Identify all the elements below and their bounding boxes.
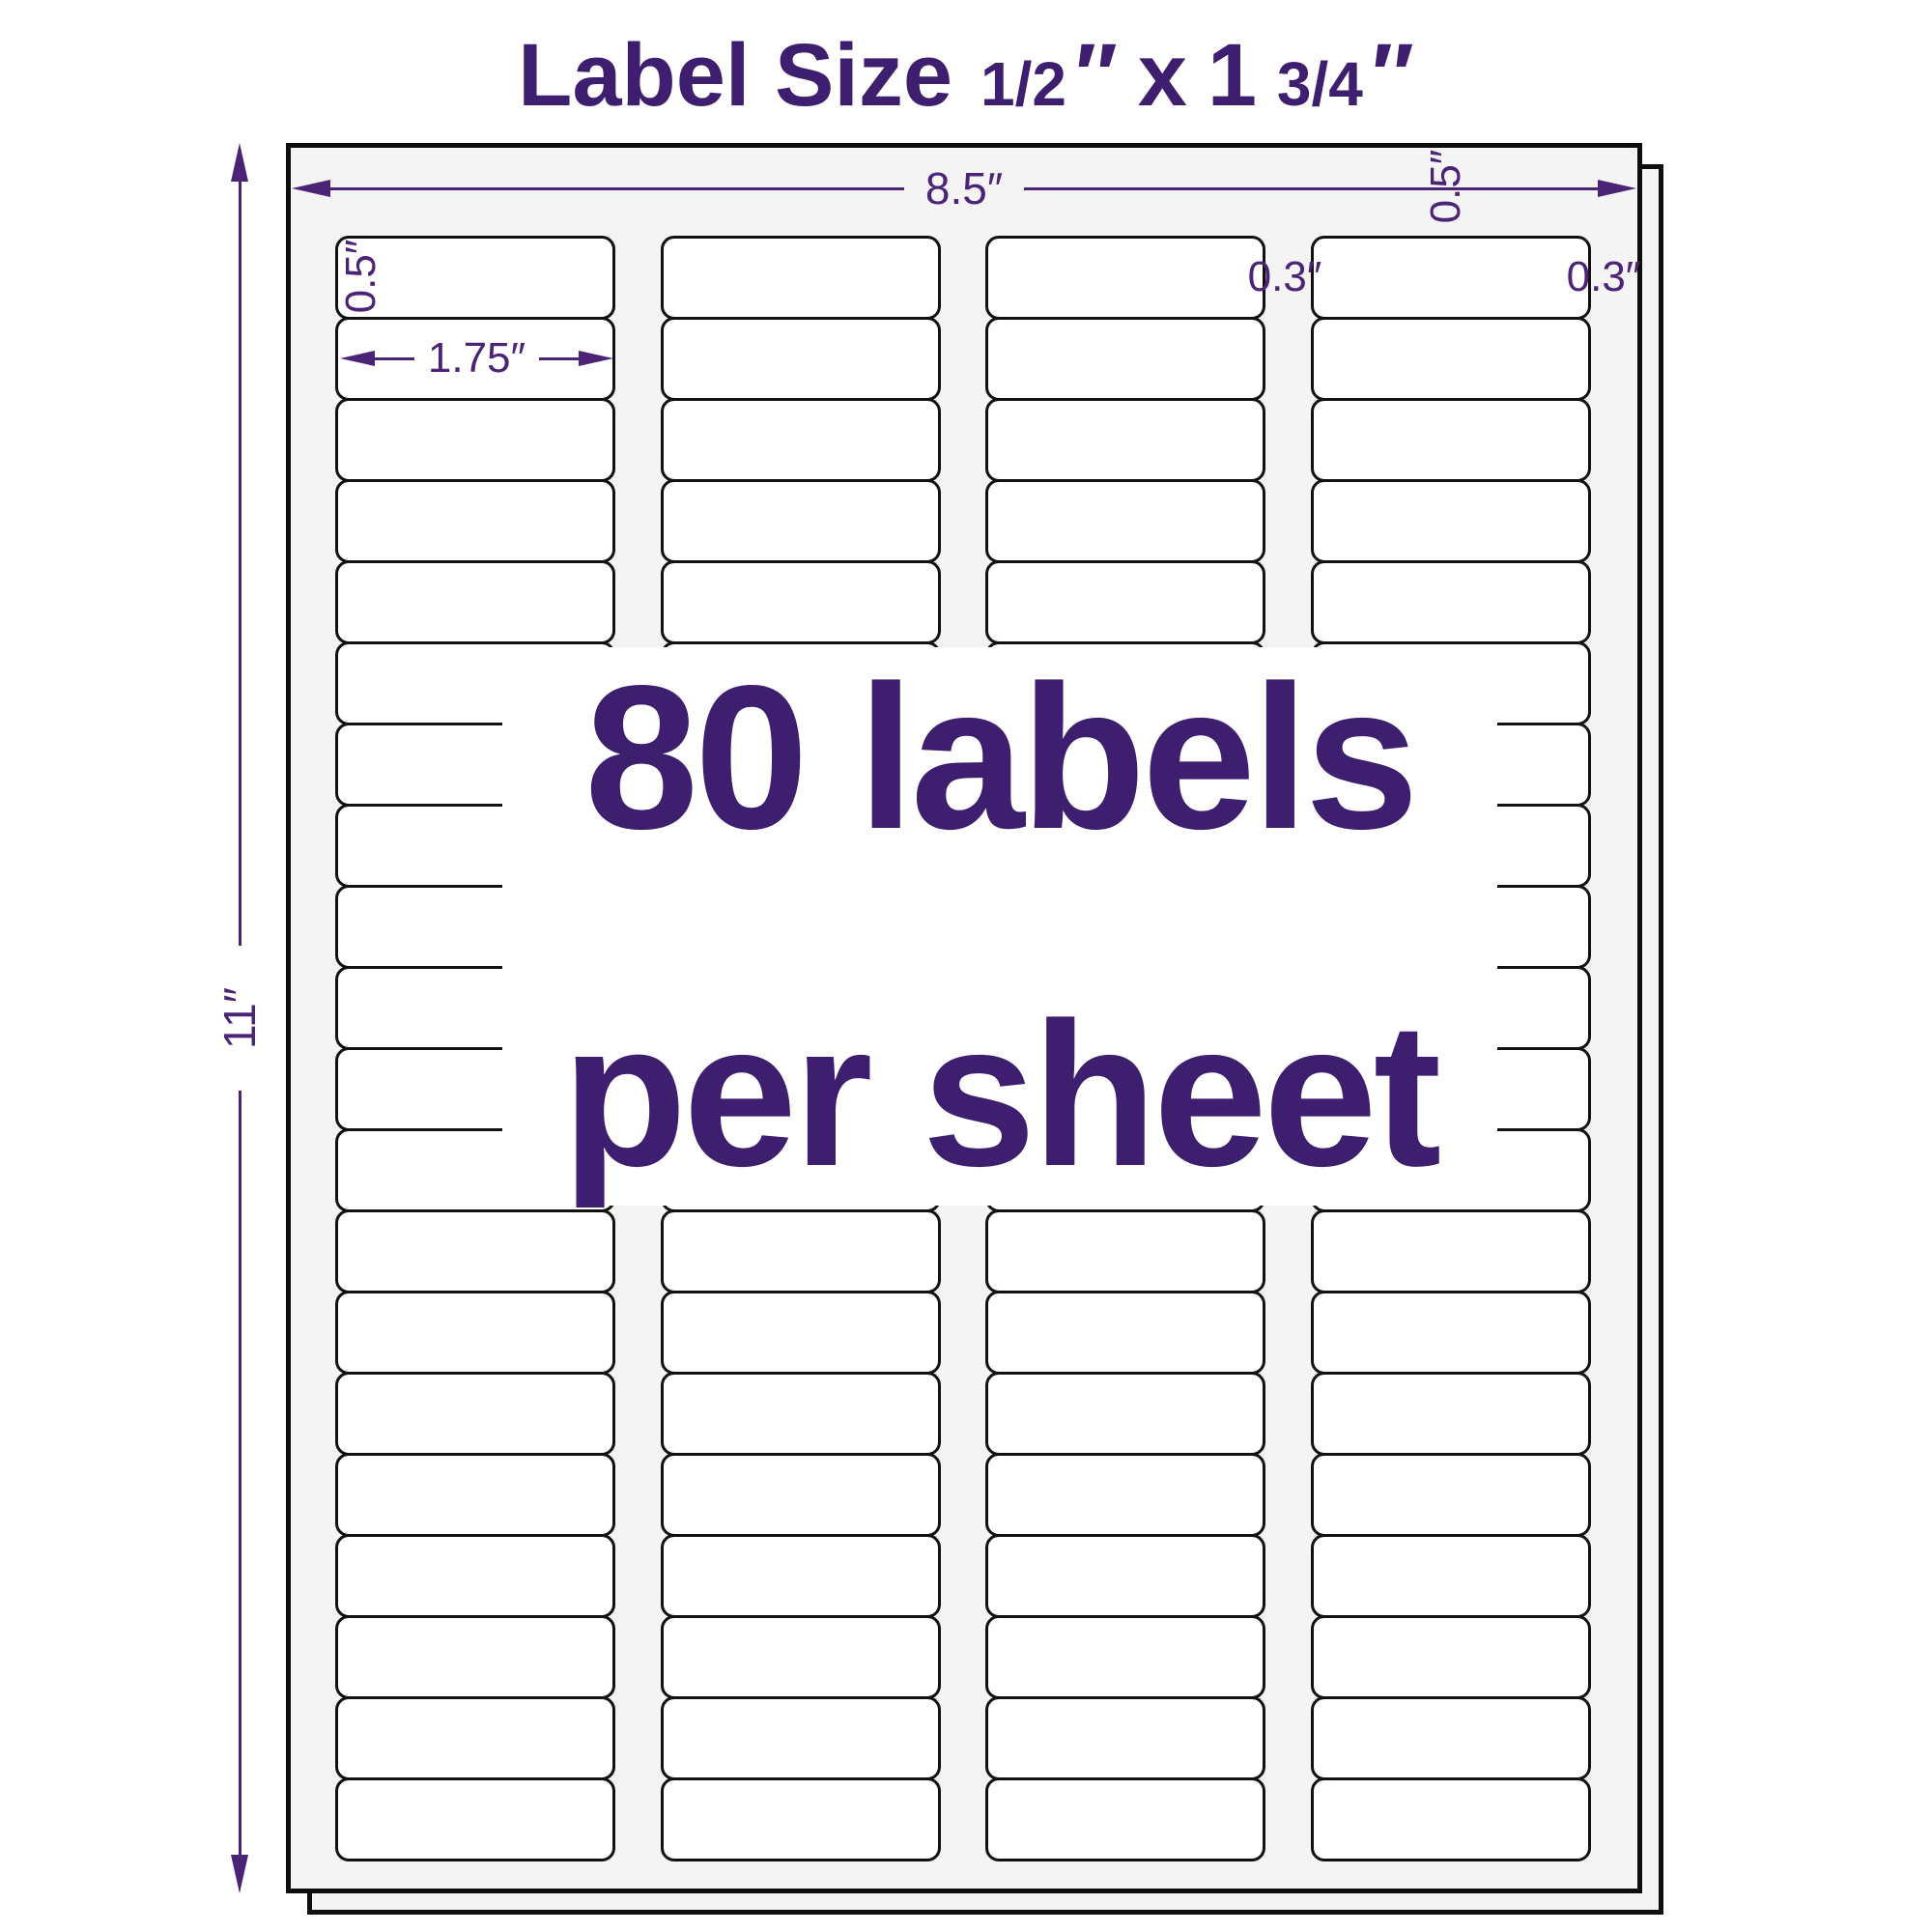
sheet-width-value: 8.5″ <box>903 163 1025 213</box>
label-cell <box>335 1372 615 1456</box>
label-cell <box>985 236 1266 320</box>
arrow-left-icon <box>292 180 330 197</box>
label-cell <box>660 317 941 401</box>
title-fraction-half: 1/2 <box>980 49 1066 119</box>
page-title: Label Size 1/2 ″ x 1 3/4 ″ <box>0 29 1932 122</box>
label-cell <box>1311 398 1591 482</box>
label-cell <box>660 1615 941 1699</box>
label-cell <box>335 1291 615 1375</box>
label-cell <box>335 1615 615 1699</box>
top-margin-dimension: 0.5″ <box>1422 149 1469 224</box>
label-cell <box>985 317 1266 401</box>
label-cell <box>335 1777 615 1861</box>
label-cell <box>1311 1615 1591 1699</box>
column-gap-dimension: 0.3″ <box>1247 253 1322 300</box>
label-cell <box>1311 1291 1591 1375</box>
label-cell <box>335 1453 615 1537</box>
title-inch-mark: ″ <box>1074 26 1118 125</box>
label-cell <box>1311 236 1591 320</box>
label-cell <box>985 1372 1266 1456</box>
sheet-inner: 80 labels per sheet 8.5″ 0.5″ 0.5″ 1.75″… <box>291 148 1640 1889</box>
label-cell <box>985 560 1266 644</box>
label-cell <box>1311 1209 1591 1293</box>
label-width-value: 1.75″ <box>413 334 540 382</box>
right-margin-dimension: 0.3″ <box>1566 253 1641 300</box>
sheet-height-value: 11″ <box>214 986 266 1050</box>
label-cell <box>660 1453 941 1537</box>
title-integer: 1 <box>1207 26 1258 125</box>
label-cell <box>985 398 1266 482</box>
label-cell <box>1311 1372 1591 1456</box>
label-cell <box>660 1696 941 1780</box>
label-cell <box>660 1534 941 1618</box>
sheet-height-label-box: 11″ <box>214 946 265 1091</box>
label-cell <box>660 236 941 320</box>
label-cell <box>335 1534 615 1618</box>
title-inch-mark-2: ″ <box>1371 26 1414 125</box>
overlay-per-sheet-text: per sheet <box>561 980 1442 1208</box>
title-separator: x <box>1137 26 1187 125</box>
arrow-right-icon <box>1598 180 1637 197</box>
label-cell <box>985 1534 1266 1618</box>
label-cell <box>985 1453 1266 1537</box>
label-cell <box>335 560 615 644</box>
dimension-line <box>539 356 579 360</box>
label-cell <box>660 1209 941 1293</box>
title-fraction-three-quarter: 3/4 <box>1276 49 1363 119</box>
label-cell <box>1311 560 1591 644</box>
dimension-line <box>375 356 414 360</box>
label-cell <box>985 1209 1266 1293</box>
label-cell <box>335 1209 615 1293</box>
label-cell <box>660 560 941 644</box>
label-height-dimension: 0.5″ <box>337 239 384 314</box>
label-cell <box>1311 479 1591 563</box>
label-cell <box>660 479 941 563</box>
label-cell <box>660 1291 941 1375</box>
label-cell <box>985 1777 1266 1861</box>
label-cell <box>1311 1453 1591 1537</box>
label-cell <box>335 236 615 320</box>
label-sheet: 80 labels per sheet 8.5″ 0.5″ 0.5″ 1.75″… <box>286 143 1642 1893</box>
arrow-down-icon <box>231 1855 248 1893</box>
label-cell <box>335 479 615 563</box>
arrow-up-icon <box>231 143 248 182</box>
label-width-dimension: 1.75″ <box>340 334 613 382</box>
label-cell <box>985 1696 1266 1780</box>
label-cell <box>335 1696 615 1780</box>
center-overlay <box>502 647 1497 1206</box>
label-cell <box>985 1291 1266 1375</box>
overlay-count-text: 80 labels <box>584 642 1419 871</box>
label-cell <box>660 1372 941 1456</box>
label-cell <box>1311 1777 1591 1861</box>
dimension-line <box>238 1091 242 1855</box>
label-cell <box>1311 1696 1591 1780</box>
sheet-width-dimension: 8.5″ <box>292 163 1637 213</box>
label-cell <box>985 479 1266 563</box>
label-cell <box>1311 1534 1591 1618</box>
dimension-line <box>238 182 242 946</box>
label-cell <box>985 1615 1266 1699</box>
title-text: Label Size <box>518 26 953 125</box>
dimension-line <box>1024 186 1599 190</box>
label-cell <box>660 398 941 482</box>
label-cell <box>660 1777 941 1861</box>
label-cell <box>1311 317 1591 401</box>
dimension-line <box>330 186 904 190</box>
arrow-right-icon <box>579 351 613 366</box>
label-cell <box>335 398 615 482</box>
arrow-left-icon <box>340 351 375 366</box>
sheet-height-dimension: 11″ <box>214 143 265 1893</box>
